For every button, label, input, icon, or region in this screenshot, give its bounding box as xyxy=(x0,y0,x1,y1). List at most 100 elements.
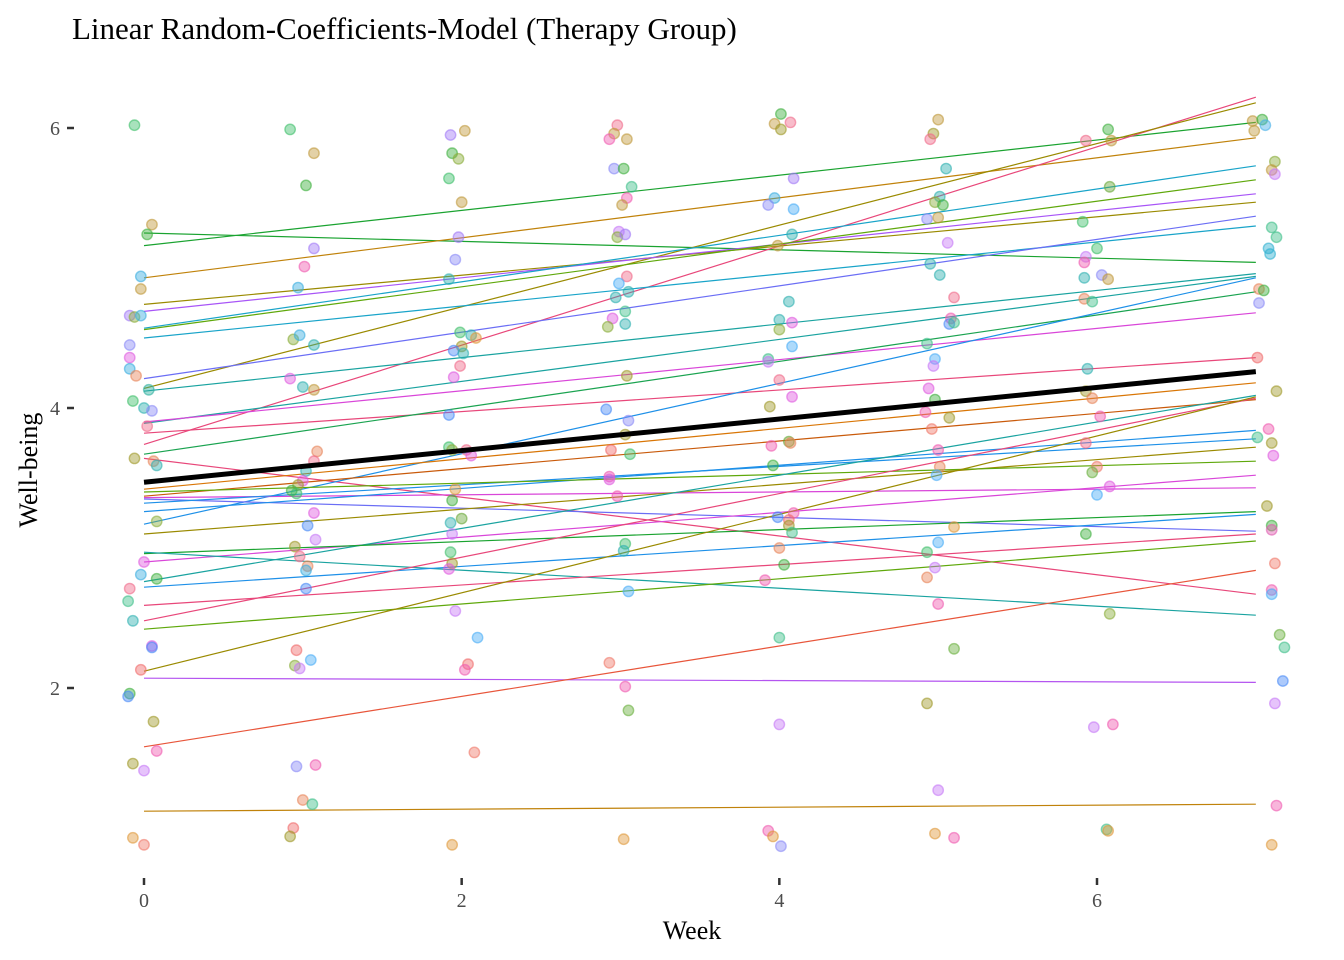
data-point-214 xyxy=(929,561,941,574)
data-point-258 xyxy=(1270,231,1283,244)
data-point-154 xyxy=(787,203,800,216)
data-point-36 xyxy=(126,831,139,844)
data-point-251 xyxy=(1256,113,1269,126)
data-point-232 xyxy=(1078,271,1091,284)
data-point-132 xyxy=(600,403,613,416)
data-point-175 xyxy=(786,526,798,539)
data-point-114 xyxy=(620,133,633,146)
data-point-69 xyxy=(309,759,322,771)
data-point-130 xyxy=(619,318,632,330)
data-point-135 xyxy=(605,444,617,456)
data-point-61 xyxy=(293,550,306,563)
data-point-88 xyxy=(447,344,460,357)
random-slope-line-32 xyxy=(143,397,1256,622)
data-point-56 xyxy=(290,487,303,500)
x-tick-label-6: 6 xyxy=(1092,890,1102,912)
data-point-81 xyxy=(452,231,465,244)
data-point-126 xyxy=(622,285,635,298)
data-point-244 xyxy=(1079,528,1092,540)
data-point-192 xyxy=(932,211,945,224)
data-point-229 xyxy=(1078,256,1091,269)
y-axis: 2 4 6 xyxy=(50,118,74,700)
data-point-76 xyxy=(458,124,471,137)
data-point-34 xyxy=(126,757,139,770)
random-slope-line-5 xyxy=(143,201,1256,305)
data-point-167 xyxy=(765,439,778,452)
data-point-131 xyxy=(620,369,633,382)
random-slope-line-14 xyxy=(143,357,1256,434)
random-lines-group xyxy=(143,96,1257,812)
data-point-44 xyxy=(287,333,300,346)
x-axis: 0 2 4 6 xyxy=(139,878,1102,912)
data-point-58 xyxy=(301,519,314,532)
data-point-249 xyxy=(1102,824,1115,837)
random-slope-line-37 xyxy=(143,803,1256,812)
random-slope-line-29 xyxy=(143,551,1256,616)
data-point-119 xyxy=(616,199,628,211)
random-slope-line-11 xyxy=(143,273,1256,392)
y-tick-label-2: 2 xyxy=(50,678,60,700)
data-point-253 xyxy=(1248,124,1261,137)
data-point-203 xyxy=(922,382,935,395)
data-point-45 xyxy=(293,329,306,342)
data-point-145 xyxy=(622,704,635,717)
data-point-277 xyxy=(1278,641,1291,654)
data-point-72 xyxy=(306,798,319,811)
data-point-103 xyxy=(446,557,459,570)
data-point-271 xyxy=(1265,519,1278,532)
data-point-234 xyxy=(1086,295,1099,308)
data-point-212 xyxy=(932,536,945,549)
data-point-164 xyxy=(773,374,786,386)
data-point-250 xyxy=(1246,115,1259,127)
data-point-138 xyxy=(603,473,616,486)
data-point-63 xyxy=(300,564,312,577)
random-slope-line-15 xyxy=(143,457,1256,595)
data-point-46 xyxy=(308,339,320,351)
random-slope-line-3 xyxy=(143,96,1257,445)
data-point-68 xyxy=(293,662,306,675)
data-point-122 xyxy=(619,228,632,241)
data-point-108 xyxy=(458,663,471,676)
data-point-19 xyxy=(150,459,163,472)
data-point-179 xyxy=(773,631,786,644)
data-point-170 xyxy=(767,459,779,472)
data-point-186 xyxy=(924,133,937,146)
data-point-156 xyxy=(771,239,784,252)
random-slope-line-19 xyxy=(143,399,1256,497)
data-point-256 xyxy=(1268,168,1281,181)
data-point-267 xyxy=(1251,431,1264,444)
data-point-238 xyxy=(1094,410,1107,423)
data-point-92 xyxy=(443,409,455,421)
data-point-275 xyxy=(1265,588,1278,601)
data-point-270 xyxy=(1261,500,1273,512)
random-slope-line-27 xyxy=(143,394,1256,583)
data-point-89 xyxy=(457,347,470,360)
data-point-199 xyxy=(948,316,960,329)
data-point-257 xyxy=(1265,221,1278,234)
data-point-218 xyxy=(921,697,933,710)
data-point-105 xyxy=(449,605,462,617)
random-slope-line-7 xyxy=(143,165,1256,329)
data-point-263 xyxy=(1253,297,1265,309)
data-point-21 xyxy=(138,556,150,568)
random-slope-line-30 xyxy=(143,513,1256,588)
data-point-183 xyxy=(775,840,787,853)
data-point-28 xyxy=(146,641,158,654)
data-point-23 xyxy=(150,572,163,585)
data-point-82 xyxy=(449,253,462,266)
data-point-226 xyxy=(1076,215,1089,228)
data-point-195 xyxy=(933,269,946,281)
data-point-3 xyxy=(134,270,147,283)
data-point-11 xyxy=(130,369,142,382)
data-point-78 xyxy=(452,152,465,165)
random-slope-line-18 xyxy=(143,382,1256,490)
data-point-202 xyxy=(927,360,940,372)
data-point-17 xyxy=(128,452,141,465)
data-point-13 xyxy=(126,395,139,407)
random-slope-line-12 xyxy=(143,275,1256,424)
data-point-113 xyxy=(603,133,616,146)
random-slope-line-2 xyxy=(143,137,1256,279)
random-slope-line-35 xyxy=(143,677,1256,684)
data-point-158 xyxy=(773,313,786,326)
